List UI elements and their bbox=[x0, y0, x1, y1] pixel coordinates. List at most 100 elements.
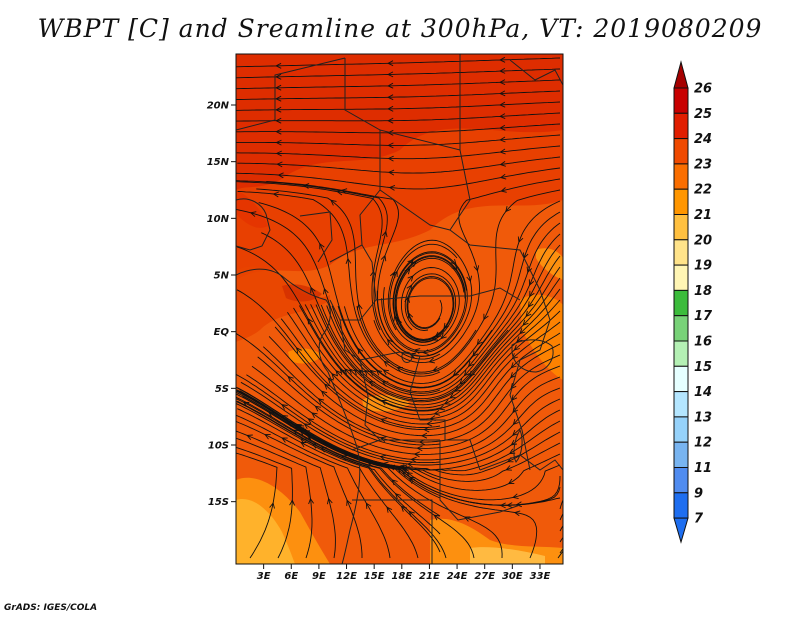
streamline-arrow bbox=[375, 369, 383, 376]
colorbar-label: 9 bbox=[694, 486, 703, 501]
streamline-arrow bbox=[310, 286, 316, 294]
colorbar-segment bbox=[673, 492, 689, 519]
streamline-arrow bbox=[499, 161, 506, 167]
streamline-arrow bbox=[314, 405, 321, 412]
streamline-arrow bbox=[323, 287, 329, 295]
streamline-arrow bbox=[242, 401, 250, 408]
border-line bbox=[479, 454, 563, 471]
streamline-arrow bbox=[387, 129, 394, 136]
streamline-arrow bbox=[335, 370, 342, 377]
lat-tick-label: 20N bbox=[207, 101, 230, 112]
streamline-arrow bbox=[387, 105, 394, 112]
lon-tick-label: 24E bbox=[447, 571, 468, 582]
streamline-arrow bbox=[387, 94, 394, 101]
streamline bbox=[236, 430, 336, 559]
streamline-arrow bbox=[387, 82, 394, 89]
streamline-arrow bbox=[339, 368, 346, 375]
streamline-arrow bbox=[423, 426, 430, 433]
lon-tick-label: 15E bbox=[364, 571, 385, 582]
streamline-arrow bbox=[346, 499, 352, 506]
streamline-arrow bbox=[500, 187, 507, 193]
streamline bbox=[236, 181, 383, 331]
streamline-arrow bbox=[449, 393, 456, 399]
lon-tick-label: 3E bbox=[257, 571, 271, 582]
colorbar: 26 25 24 23 22 21 20 19 18 17 16 15 14 13 12 11 9 7 bbox=[673, 60, 713, 544]
colorbar-label: 16 bbox=[694, 335, 712, 350]
streamline-arrow bbox=[295, 347, 302, 354]
streamline-arrow bbox=[511, 353, 519, 360]
streamline-arrow bbox=[392, 270, 398, 278]
border-line bbox=[236, 198, 271, 251]
streamline-arrow bbox=[307, 317, 314, 325]
streamline-arrow bbox=[275, 84, 282, 91]
streamline bbox=[236, 180, 441, 360]
streamline-arrow bbox=[388, 184, 396, 191]
lon-tick-label: 6E bbox=[284, 571, 298, 582]
map-area bbox=[236, 54, 563, 564]
streamline-arrow bbox=[320, 390, 328, 397]
streamline bbox=[236, 101, 561, 111]
streamline bbox=[559, 498, 563, 510]
border-line bbox=[513, 428, 523, 463]
colorbar-label: 25 bbox=[694, 107, 712, 122]
streamline-arrow bbox=[406, 461, 414, 468]
streamline-arrow bbox=[431, 335, 438, 341]
border-line bbox=[352, 499, 433, 564]
border-line bbox=[449, 149, 541, 291]
streamline bbox=[237, 408, 419, 559]
streamline bbox=[236, 123, 561, 134]
wbpt-patch bbox=[470, 547, 545, 564]
streamline-arrow bbox=[432, 366, 439, 372]
border-line bbox=[409, 355, 481, 471]
streamline-arrow bbox=[443, 399, 451, 405]
streamline-arrow bbox=[469, 370, 476, 377]
streamline-arrow bbox=[505, 465, 512, 471]
streamline bbox=[236, 79, 561, 90]
streamline-arrow bbox=[275, 106, 282, 113]
streamline-arrow bbox=[443, 322, 450, 330]
streamline-arrow bbox=[370, 270, 376, 277]
streamline-arrow bbox=[512, 493, 519, 500]
streamline-arrow bbox=[349, 368, 356, 375]
streamline-arrow bbox=[387, 71, 394, 78]
lat-tick-label: 10N bbox=[207, 214, 230, 225]
streamline-arrow bbox=[420, 432, 428, 439]
lat-tick-label: 15N bbox=[207, 157, 230, 168]
colorbar-label: 18 bbox=[694, 284, 712, 299]
streamline-arrow bbox=[307, 418, 314, 424]
streamline-arrow bbox=[499, 173, 507, 180]
streamline-arrow bbox=[388, 464, 396, 471]
streamline-arrow bbox=[463, 370, 470, 377]
chart-title: WBPT [C] and Sreamline at 300hPa, VT: 20… bbox=[37, 14, 763, 43]
streamline-arrow bbox=[379, 454, 387, 461]
colorbar-segment bbox=[673, 163, 689, 190]
wbpt-patch bbox=[236, 54, 563, 190]
lat-tick-label: 5N bbox=[214, 271, 230, 282]
wbpt-patch bbox=[236, 499, 295, 564]
streamline-arrow bbox=[364, 369, 371, 376]
streamline-arrow bbox=[367, 461, 375, 468]
streamline-arrow bbox=[292, 429, 300, 436]
streamline bbox=[236, 386, 441, 481]
wbpt-patch bbox=[236, 266, 330, 342]
streamline bbox=[237, 156, 561, 174]
streamline-arrow bbox=[319, 242, 325, 250]
streamline bbox=[236, 414, 391, 559]
streamlines bbox=[236, 56, 563, 559]
streamline-arrow bbox=[383, 360, 390, 367]
streamline-arrow bbox=[275, 139, 282, 146]
border-line bbox=[236, 268, 361, 564]
streamline-arrow bbox=[326, 497, 333, 505]
streamline-arrow bbox=[281, 414, 289, 421]
streamline-arrow bbox=[433, 514, 440, 521]
streamline bbox=[236, 167, 561, 190]
wbpt-shading bbox=[236, 54, 563, 564]
lon-tick-label: 21E bbox=[419, 571, 440, 582]
streamline-arrow bbox=[331, 372, 338, 380]
colorbar-label: 22 bbox=[694, 183, 712, 198]
streamline bbox=[236, 389, 561, 506]
colorbar-segment bbox=[673, 239, 689, 266]
streamline-arrow bbox=[344, 368, 351, 375]
streamline-arrow bbox=[428, 357, 435, 364]
